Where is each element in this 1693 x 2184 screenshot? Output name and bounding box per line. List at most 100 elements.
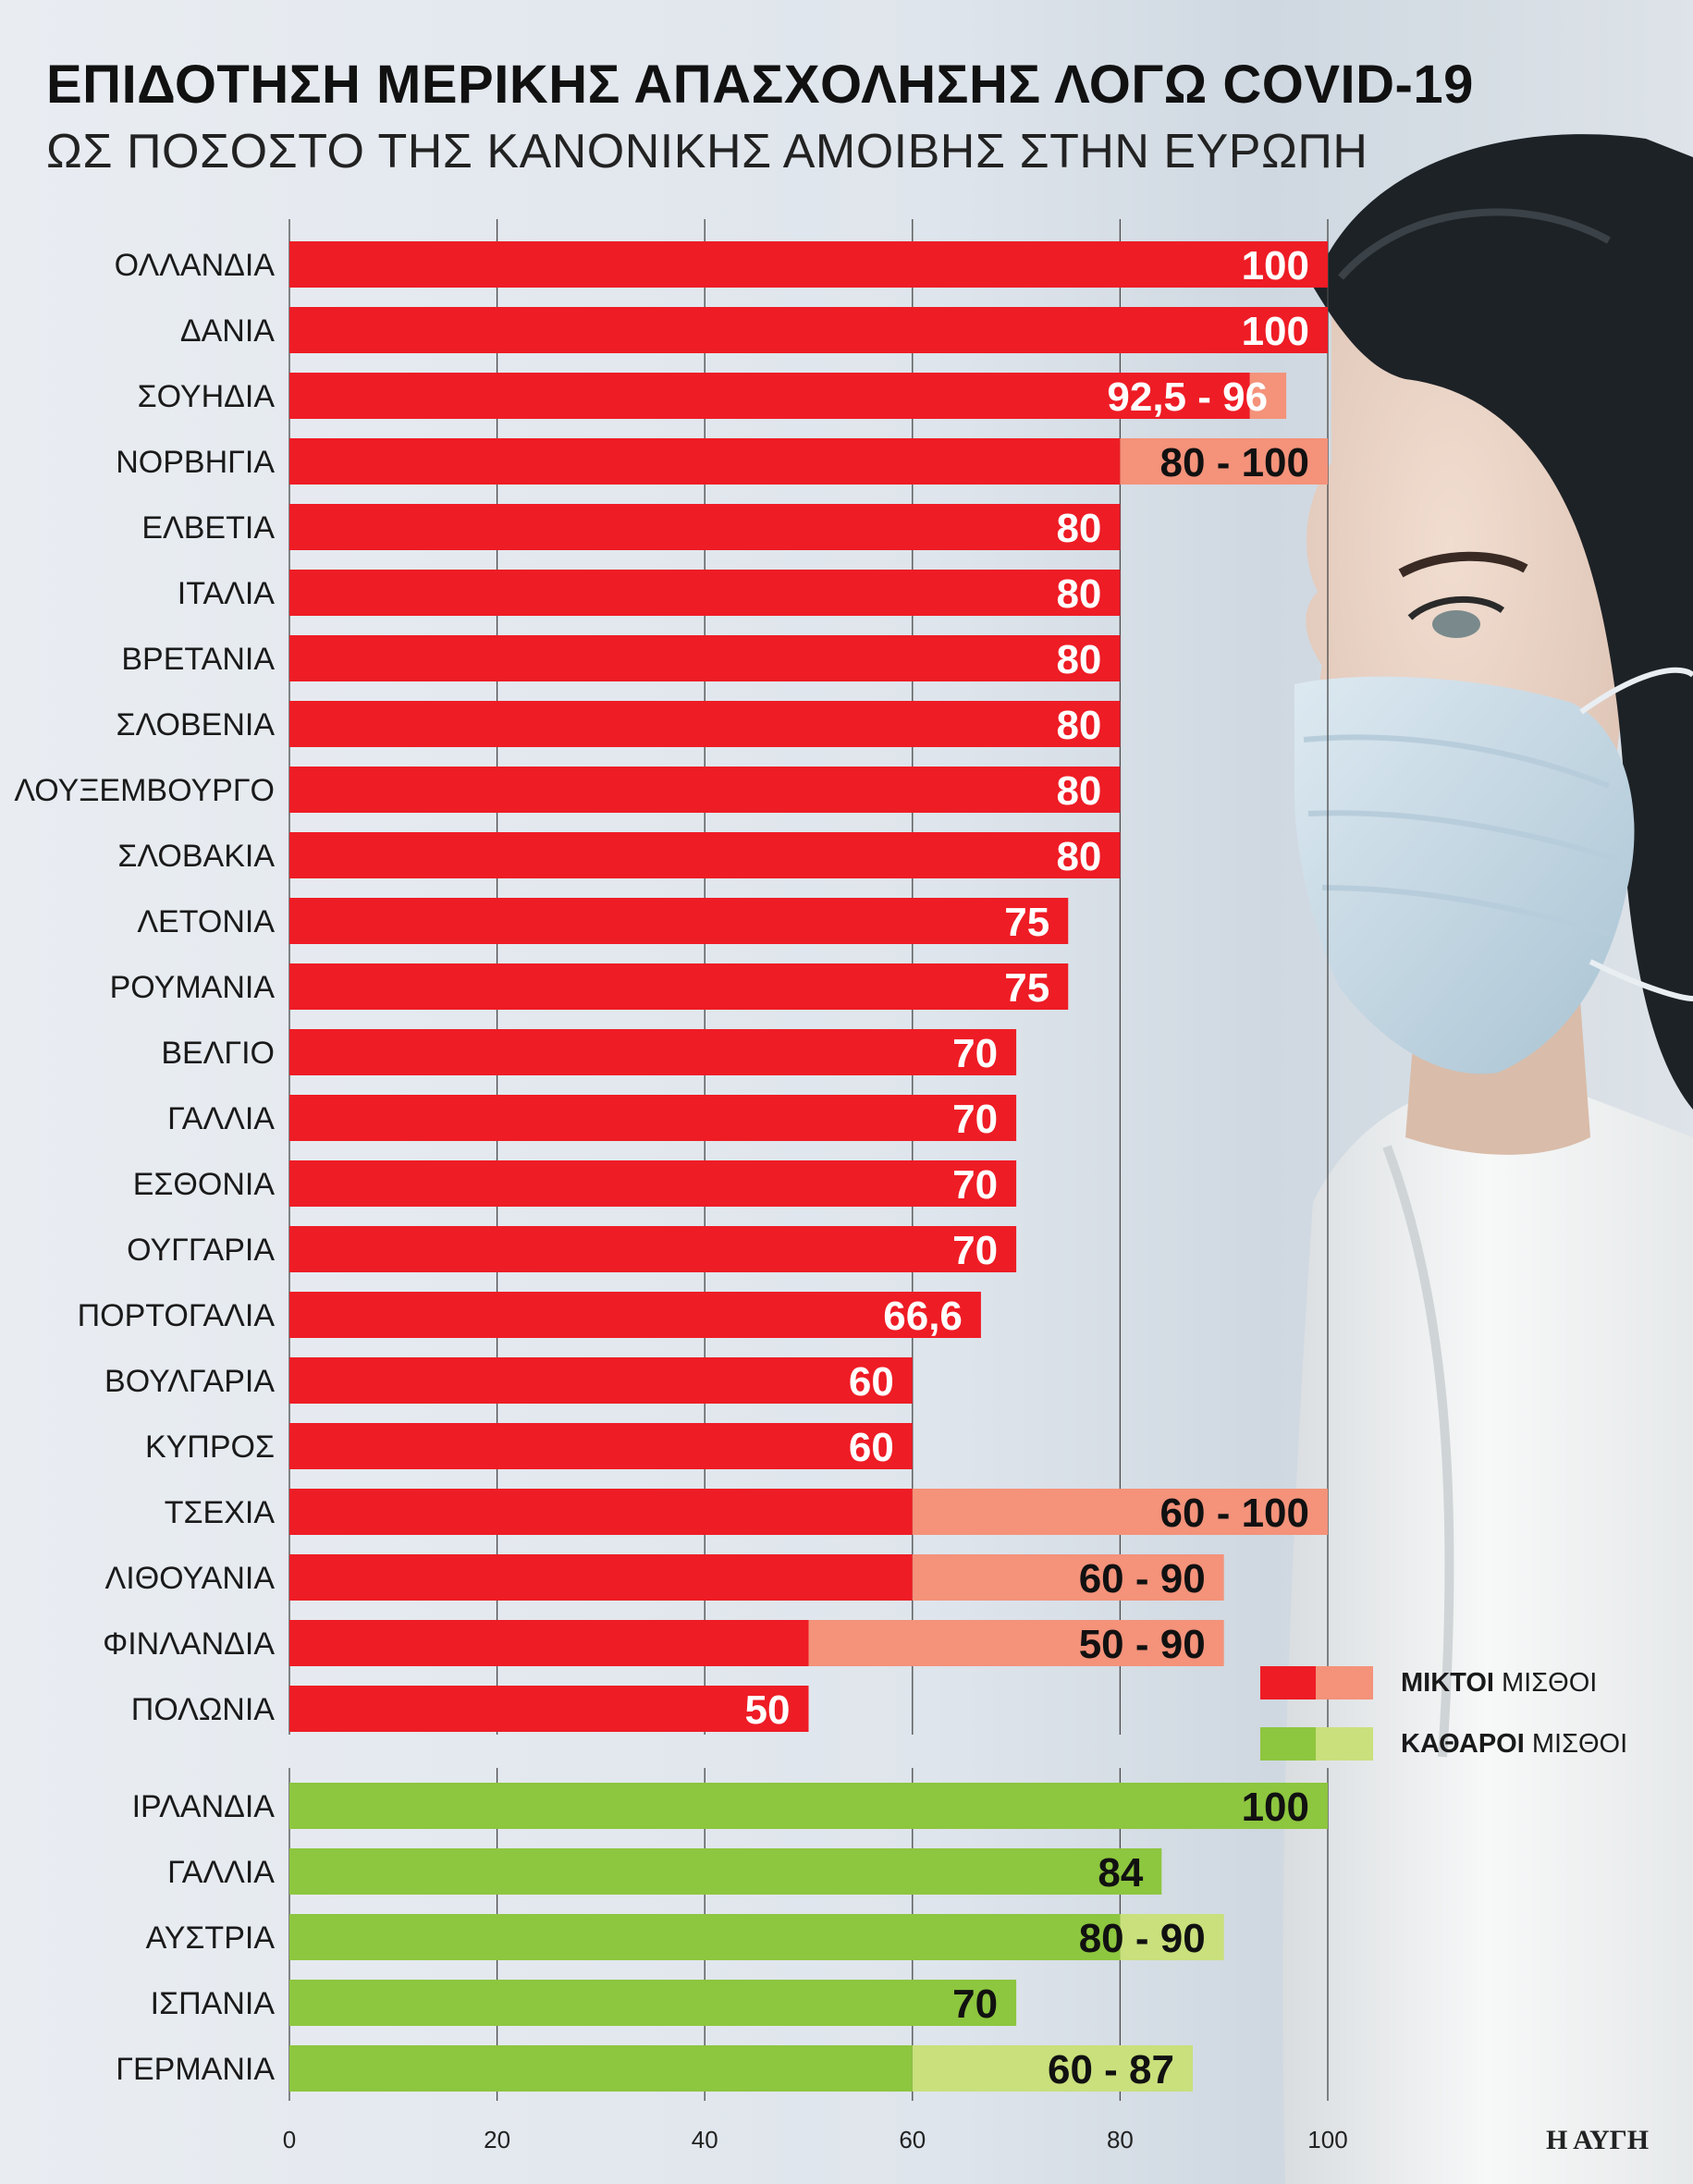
category-label: ΠΟΡΤΟΓΑΛΙΑ — [78, 1298, 276, 1333]
legend-label-net: ΚΑΘΑΡΟΙ ΜΙΣΘΟΙ — [1401, 1728, 1628, 1759]
category-label: ΛΙΘΟΥΑΝΙΑ — [105, 1561, 276, 1596]
bar — [289, 307, 1328, 353]
category-label: ΟΛΛΑΝΔΙΑ — [115, 248, 276, 283]
chart-title: ΕΠΙΔΟΤΗΣΗ ΜΕΡΙΚΗΣ ΑΠΑΣΧΟΛΗΣΗΣ ΛΟΓΩ COVID… — [46, 55, 1474, 115]
value-label: 80 — [1056, 571, 1101, 617]
bar — [289, 701, 1121, 747]
value-label: 66,6 — [883, 1294, 963, 1339]
value-label: 80 — [1056, 506, 1101, 551]
bar — [289, 1029, 1017, 1075]
bar — [289, 832, 1121, 878]
bar-range — [912, 2045, 1194, 2092]
x-tick-label: 100 — [1307, 2126, 1347, 2153]
value-label: 60 - 90 — [1079, 1556, 1206, 1601]
value-label: 70 — [952, 1031, 998, 1076]
legend: ΜΙΚΤΟΙ ΜΙΣΘΟΙ ΚΑΘΑΡΟΙ ΜΙΣΘΟΙ — [1260, 1664, 1676, 1786]
category-label: ΒΡΕΤΑΝΙΑ — [121, 642, 275, 677]
bar — [289, 1292, 981, 1338]
x-tick-label: 80 — [1107, 2126, 1134, 2153]
bar — [289, 2045, 913, 2092]
bar — [289, 898, 1069, 944]
bar — [289, 963, 1069, 1010]
bar — [289, 438, 1121, 485]
value-label: 70 — [952, 1162, 998, 1208]
bar-range — [1120, 438, 1328, 485]
x-tick-label: 60 — [899, 2126, 926, 2153]
legend-swatch-gross-range — [1316, 1666, 1373, 1699]
bar — [289, 1554, 913, 1601]
category-label: ΦΙΝΛΑΝΔΙΑ — [103, 1626, 275, 1662]
bar — [289, 1620, 809, 1666]
x-tick-label: 0 — [283, 2126, 296, 2153]
category-label: ΙΡΛΑΝΔΙΑ — [132, 1789, 276, 1824]
value-label: 50 — [745, 1687, 791, 1733]
category-label: ΣΛΟΒΕΝΙΑ — [117, 707, 276, 742]
category-label: ΕΣΘΟΝΙΑ — [133, 1167, 276, 1202]
bar — [289, 570, 1121, 616]
bar — [289, 1980, 1017, 2026]
legend-item-net: ΚΑΘΑΡΟΙ ΜΙΣΘΟΙ — [1260, 1725, 1676, 1762]
category-label: ΡΟΥΜΑΝΙΑ — [110, 970, 276, 1005]
value-label: 80 — [1056, 637, 1101, 682]
value-label: 60 — [849, 1359, 894, 1405]
bar — [289, 1914, 1121, 1960]
bar — [289, 767, 1121, 813]
legend-swatch-net-range — [1316, 1727, 1373, 1761]
value-label: 80 - 100 — [1160, 440, 1309, 485]
bar — [289, 1783, 1328, 1829]
bar — [289, 1357, 913, 1404]
bar — [289, 1489, 913, 1535]
x-tick-label: 40 — [692, 2126, 718, 2153]
bar — [289, 1160, 1017, 1207]
category-label: ΛΟΥΞΕΜΒΟΥΡΓΟ — [14, 773, 275, 808]
value-label: 70 — [952, 1228, 998, 1273]
bar — [289, 1686, 809, 1732]
bar — [289, 1226, 1017, 1272]
category-label: ΒΟΥΛΓΑΡΙΑ — [104, 1364, 275, 1399]
bar-range — [808, 1620, 1224, 1666]
value-label: 100 — [1242, 309, 1309, 354]
x-tick-label: 20 — [484, 2126, 510, 2153]
category-label: ΔΑΝΙΑ — [180, 313, 275, 349]
legend-item-gross: ΜΙΚΤΟΙ ΜΙΣΘΟΙ — [1260, 1664, 1676, 1701]
bar — [289, 1423, 913, 1469]
category-label: ΣΟΥΗΔΙΑ — [138, 379, 276, 414]
category-label: ΕΛΒΕΤΙΑ — [141, 510, 275, 546]
value-label: 60 — [849, 1425, 894, 1470]
value-label: 80 — [1056, 768, 1101, 814]
value-label: 60 - 87 — [1048, 2047, 1174, 2092]
value-label: 100 — [1242, 243, 1309, 288]
source-credit: Η ΑΥΓΗ — [1546, 2125, 1650, 2155]
category-label: ΒΕΛΓΙΟ — [161, 1036, 275, 1071]
bar-range — [912, 1554, 1224, 1601]
bar — [289, 504, 1121, 550]
legend-swatch-gross — [1260, 1666, 1316, 1699]
category-label: ΓΑΛΛΙΑ — [167, 1101, 275, 1136]
category-label: ΛΕΤΟΝΙΑ — [137, 904, 275, 939]
value-label: 80 — [1056, 834, 1101, 879]
category-label: ΣΛΟΒΑΚΙΑ — [117, 839, 275, 874]
bar — [289, 373, 1250, 419]
category-label: ΤΣΕΧΙΑ — [165, 1495, 276, 1530]
value-label: 60 - 100 — [1160, 1491, 1309, 1536]
chart-subtitle: ΩΣ ΠΟΣΟΣΤΟ ΤΗΣ ΚΑΝΟΝΙΚΗΣ ΑΜΟΙΒΗΣ ΣΤΗΝ ΕΥ… — [46, 125, 1368, 178]
value-label: 75 — [1004, 965, 1049, 1011]
bar — [289, 635, 1121, 681]
category-label: ΙΤΑΛΙΑ — [178, 576, 276, 611]
category-label: ΑΥΣΤΡΙΑ — [146, 1920, 276, 1956]
category-label: ΝΟΡΒΗΓΙΑ — [116, 445, 275, 480]
value-label: 92,5 - 96 — [1107, 374, 1268, 420]
value-label: 50 - 90 — [1079, 1622, 1206, 1667]
bar — [289, 241, 1328, 288]
bar-range — [912, 1489, 1328, 1535]
category-label: ΚΥΠΡΟΣ — [145, 1429, 275, 1465]
value-label: 70 — [952, 1097, 998, 1142]
bar-range — [1249, 373, 1287, 419]
value-label: 80 - 90 — [1079, 1916, 1206, 1961]
value-label: 84 — [1098, 1850, 1143, 1896]
value-label: 70 — [952, 1982, 998, 2027]
bar — [289, 1095, 1017, 1141]
bar-range — [1120, 1914, 1224, 1960]
bar — [289, 1848, 1162, 1895]
